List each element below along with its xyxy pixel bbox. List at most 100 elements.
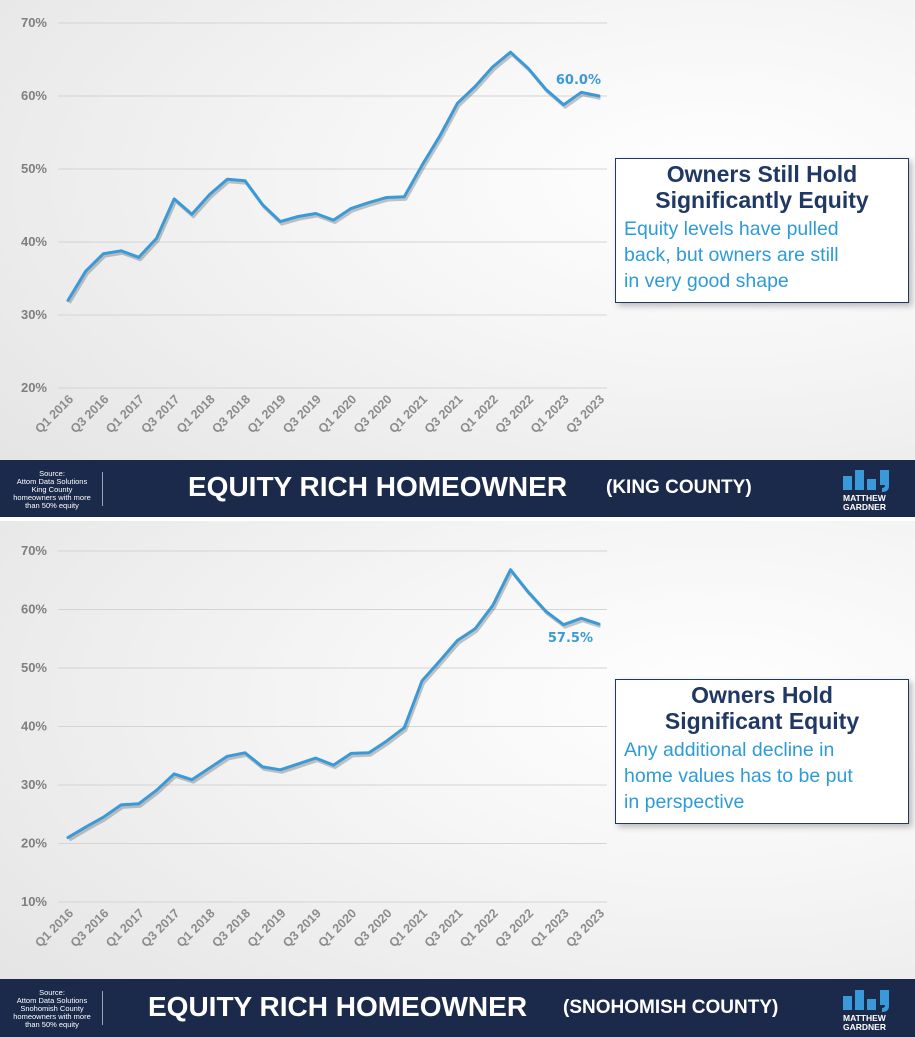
data-point — [279, 768, 282, 771]
x-tick-label: Q3 2018 — [209, 392, 253, 436]
x-tick-label: Q3 2019 — [280, 906, 324, 950]
x-tick-label: Q3 2021 — [422, 906, 466, 950]
y-tick-label: 60% — [21, 602, 47, 617]
x-tick-label: Q3 2023 — [563, 392, 607, 436]
data-point — [261, 765, 264, 768]
data-point — [385, 740, 388, 743]
data-point — [421, 164, 424, 167]
data-point — [527, 590, 530, 593]
data-point — [208, 193, 211, 196]
data-point — [385, 196, 388, 199]
x-tick-label: Q1 2016 — [32, 906, 76, 950]
callout-title-line: Significantly Equity — [655, 187, 869, 213]
x-tick-label: Q3 2016 — [68, 392, 112, 436]
data-point — [173, 197, 176, 200]
chart-panel-snohomish-county: 10% 20% 30% 40% 50% 60% 70% Q1 2016 Q3 2016 Q1 20… — [0, 521, 915, 1037]
matthew-gardner-logo-icon — [843, 990, 889, 1012]
data-point — [403, 726, 406, 729]
data-point — [190, 213, 193, 216]
data-point — [137, 256, 140, 259]
matthew-gardner-logo-icon — [843, 470, 889, 492]
data-point — [226, 178, 229, 181]
y-tick-label: 20% — [21, 380, 47, 395]
data-point — [190, 778, 193, 781]
source-note: Source: Attom Data Solutions King County… — [6, 470, 98, 510]
x-tick-label: Q1 2020 — [316, 392, 360, 436]
y-tick-label: 20% — [21, 836, 47, 851]
data-point — [598, 623, 601, 626]
logo-line: MATTHEW — [843, 1013, 886, 1023]
data-point — [67, 836, 70, 839]
data-point — [491, 604, 494, 607]
data-point — [509, 568, 512, 571]
series-points — [67, 51, 601, 302]
data-point — [226, 755, 229, 758]
data-point — [562, 103, 565, 106]
callout-body-line: Equity levels have pulled — [624, 218, 839, 240]
x-tick-label: Q1 2020 — [316, 906, 360, 950]
banner-divider — [102, 472, 103, 506]
source-line: Source: — [39, 469, 65, 478]
data-point — [155, 237, 158, 240]
callout-body-line: home values has to be put — [624, 765, 853, 787]
x-tick-label: Q3 2023 — [563, 906, 607, 950]
y-tick-label: 40% — [21, 234, 47, 249]
data-point — [102, 252, 105, 255]
data-point — [421, 679, 424, 682]
x-tick-label: Q1 2022 — [457, 392, 501, 436]
x-tick-label: Q3 2017 — [139, 906, 183, 950]
source-line: Source: — [39, 988, 65, 997]
series-line-shadow — [68, 570, 601, 842]
series-line-shadow — [68, 53, 601, 304]
data-point — [367, 201, 370, 204]
x-tick-label: Q1 2017 — [103, 392, 147, 436]
data-point — [297, 215, 300, 218]
x-tick-label: Q3 2018 — [209, 906, 253, 950]
y-tick-label: 10% — [21, 894, 47, 909]
logo-line: GARDNER — [843, 502, 886, 512]
data-point — [137, 802, 140, 805]
x-tick-label: Q1 2018 — [174, 392, 218, 436]
data-point — [173, 772, 176, 775]
data-point — [544, 88, 547, 91]
source-note: Source: Attom Data Solutions Snohomish C… — [6, 989, 98, 1029]
data-point — [120, 249, 123, 252]
y-tick-label: 50% — [21, 660, 47, 675]
source-line: than 50% equity — [25, 1020, 79, 1029]
data-point — [208, 767, 211, 770]
logo-line: GARDNER — [843, 1022, 886, 1032]
data-point — [509, 51, 512, 54]
x-tick-label: Q3 2021 — [422, 392, 466, 436]
x-tick-label: Q1 2016 — [32, 392, 76, 436]
banner-title: EQUITY RICH HOMEOWNER — [188, 471, 568, 502]
x-tick-label: Q1 2023 — [528, 906, 572, 950]
data-point — [527, 67, 530, 70]
series-line — [66, 568, 601, 840]
y-axis-ticks: 10% 20% 30% 40% 50% 60% 70% — [21, 543, 47, 909]
data-point — [102, 816, 105, 819]
callout-body-line: back, but owners are still — [624, 244, 839, 266]
data-point — [580, 617, 583, 620]
source-line: Attom Data Solutions — [16, 477, 88, 486]
data-point — [314, 212, 317, 215]
banner-subtitle: (SNOHOMISH COUNTY) — [563, 997, 779, 1018]
y-tick-label: 70% — [21, 15, 47, 30]
logo-line: MATTHEW — [843, 493, 886, 503]
logo-text: MATTHEW GARDNER — [843, 494, 886, 512]
data-point — [350, 752, 353, 755]
x-tick-label: Q3 2019 — [280, 392, 324, 436]
x-tick-label: Q1 2019 — [245, 392, 289, 436]
banner-divider — [102, 991, 103, 1025]
data-point — [562, 623, 565, 626]
data-point — [67, 299, 70, 302]
banner-subtitle: (KING COUNTY) — [606, 477, 752, 498]
callout-title-line: Owners Hold — [691, 682, 833, 708]
data-point — [438, 659, 441, 662]
callout-title-line: Owners Still Hold — [666, 161, 858, 187]
data-point — [598, 95, 601, 98]
x-tick-label: Q1 2022 — [457, 906, 501, 950]
data-point — [84, 826, 87, 829]
y-tick-label: 30% — [21, 307, 47, 322]
callout-title-line: Significant Equity — [664, 708, 860, 734]
data-point — [491, 65, 494, 68]
